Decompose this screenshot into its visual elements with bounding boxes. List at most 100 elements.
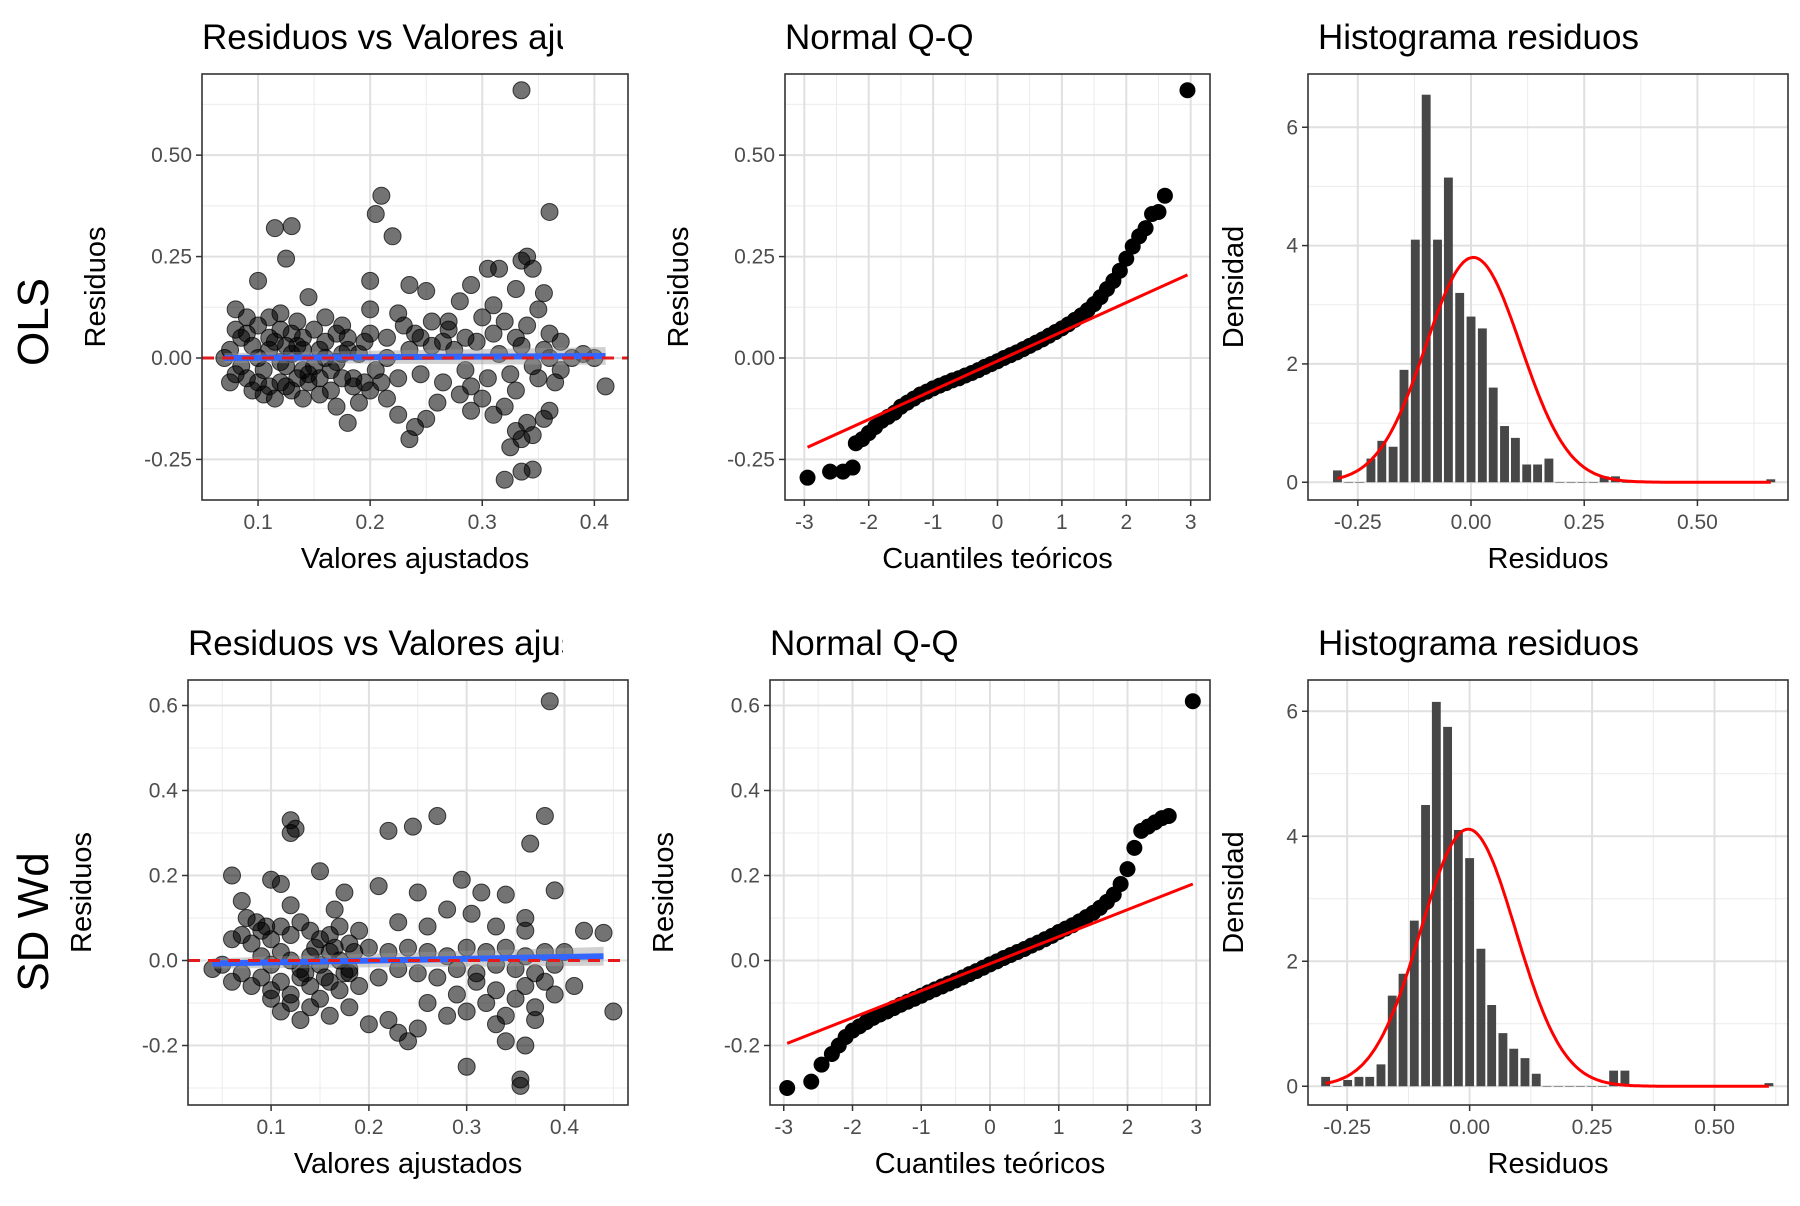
- histogram-bar: [1354, 1076, 1364, 1087]
- residual-point: [506, 280, 525, 299]
- histogram-bar: [1409, 920, 1419, 1087]
- residual-point: [467, 964, 486, 983]
- residual-point: [596, 377, 615, 396]
- x-tick-label: -3: [774, 1116, 793, 1139]
- residual-point: [546, 373, 565, 392]
- residual-point: [361, 300, 380, 319]
- y-tick-label: -0.2: [724, 1035, 760, 1058]
- qq-point: [1126, 839, 1143, 856]
- panel-title: Residuos vs Valores ajustados: [202, 18, 678, 57]
- histogram-bar: [1443, 726, 1453, 1087]
- residual-point: [495, 470, 514, 489]
- residual-point: [484, 324, 503, 343]
- histogram-bar: [1443, 177, 1453, 483]
- x-tick-label: -2: [843, 1116, 862, 1139]
- residual-point: [417, 282, 436, 301]
- histogram-bar: [1332, 1086, 1342, 1087]
- x-tick-label: 0.1: [257, 1116, 286, 1139]
- histogram-bar: [1544, 458, 1554, 483]
- residual-point: [501, 365, 520, 384]
- residual-point: [223, 866, 241, 885]
- row-label-sd-wd: SD Wd: [9, 852, 58, 991]
- residual-point: [293, 361, 312, 380]
- residual-point: [327, 397, 346, 416]
- residual-point: [361, 271, 380, 290]
- histogram-bar: [1565, 1086, 1574, 1087]
- residual-point: [473, 308, 492, 327]
- plot-area: [779, 693, 1201, 1096]
- histogram-bar: [1764, 1083, 1774, 1087]
- x-tick-label: 0.3: [452, 1116, 481, 1139]
- residual-point: [372, 186, 391, 205]
- x-tick-label: 0: [984, 1116, 996, 1139]
- residual-point: [400, 275, 419, 294]
- histogram-bar: [1599, 476, 1609, 483]
- histogram-bar: [1487, 1005, 1497, 1087]
- x-tick-label: 2: [1122, 1116, 1134, 1139]
- y-tick-label: 0.00: [151, 347, 192, 370]
- residual-point: [359, 1015, 378, 1034]
- residual-point: [540, 401, 559, 420]
- histogram-bar: [1365, 1076, 1375, 1087]
- residual-point: [389, 405, 408, 424]
- x-tick-label: 0: [992, 511, 1004, 534]
- qq-point: [1150, 203, 1167, 220]
- residual-point: [320, 1006, 339, 1025]
- residual-point: [221, 373, 240, 392]
- residual-point: [496, 885, 515, 904]
- histogram-bar: [1421, 805, 1430, 1087]
- residual-point: [462, 401, 481, 420]
- residual-point: [249, 271, 268, 290]
- residual-point: [462, 275, 481, 294]
- residual-point: [305, 320, 324, 339]
- histogram-bar: [1388, 446, 1398, 483]
- residual-point: [438, 900, 457, 919]
- histogram-bar: [1477, 328, 1487, 483]
- residual-point: [495, 312, 514, 331]
- residual-point: [350, 977, 369, 995]
- residual-point: [467, 332, 486, 351]
- qq-point: [1137, 220, 1154, 237]
- residual-point: [484, 405, 503, 424]
- x-axis-label: Residuos: [1488, 1148, 1609, 1180]
- qq-point: [1184, 693, 1201, 710]
- residual-point: [281, 896, 300, 915]
- x-tick-label: 0.50: [1694, 1116, 1735, 1139]
- panel-1-2: -0.25 0.00 0.25 0.50 0 2 4 6 Histograma residuos…: [1218, 624, 1789, 1180]
- residual-point: [338, 413, 357, 432]
- residual-point: [418, 917, 437, 936]
- residual-point: [252, 968, 271, 987]
- residual-point: [369, 968, 388, 987]
- qq-point: [1160, 808, 1177, 824]
- residual-point: [428, 968, 447, 987]
- residual-point: [516, 921, 535, 940]
- histogram-bar: [1588, 482, 1598, 483]
- residual-point: [315, 968, 334, 987]
- y-tick-label: 0: [1286, 1075, 1298, 1098]
- residual-point: [282, 217, 301, 236]
- residual-point: [604, 1002, 623, 1021]
- panel-title: Normal Q-Q: [770, 624, 959, 663]
- residual-point: [379, 1011, 398, 1029]
- residual-point: [506, 381, 525, 400]
- qq-point: [1118, 250, 1135, 267]
- residual-point: [335, 964, 354, 983]
- x-tick-label: 0.50: [1677, 511, 1718, 534]
- residual-point: [265, 219, 284, 238]
- x-tick-label: 0.4: [580, 511, 610, 534]
- residual-point: [232, 892, 251, 910]
- residual-point: [301, 998, 320, 1017]
- residual-point: [400, 430, 419, 449]
- residual-point: [457, 1002, 476, 1021]
- x-tick-label: -0.25: [1334, 511, 1382, 534]
- qq-reference-line: [786, 882, 1194, 1045]
- x-tick-label: 0.25: [1564, 511, 1605, 534]
- panel-border: [1307, 679, 1789, 1106]
- qq-point: [799, 469, 816, 486]
- residual-point: [506, 328, 525, 347]
- histogram-bar: [1453, 830, 1463, 1087]
- residual-point: [281, 994, 300, 1012]
- residual-point: [277, 336, 296, 355]
- residual-point: [232, 328, 251, 347]
- residual-point: [350, 921, 369, 940]
